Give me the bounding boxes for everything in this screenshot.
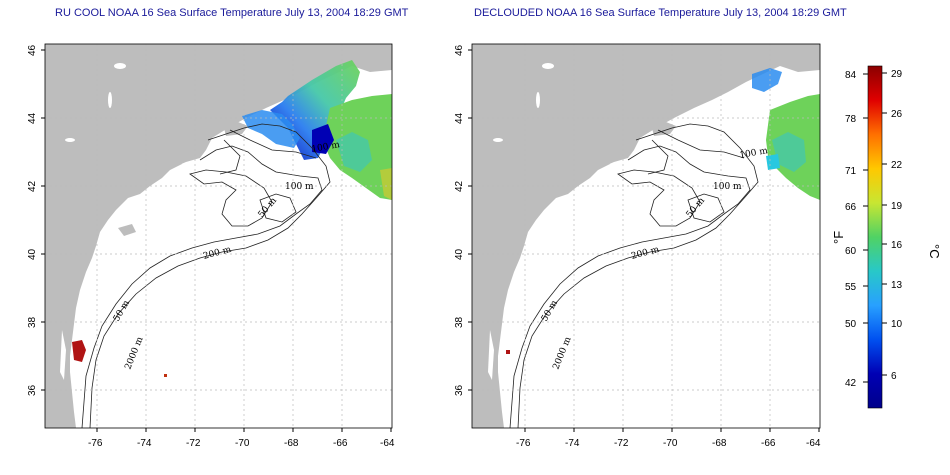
- f-tick: 42: [845, 378, 857, 389]
- f-tick: 84: [845, 70, 857, 81]
- lon-tick: -66: [761, 438, 776, 449]
- celsius-ticks: 29 26 22 19 16 13 10 6: [882, 69, 903, 382]
- fahrenheit-label: °F: [831, 231, 846, 244]
- lon-tick: -76: [516, 438, 531, 449]
- f-tick: 60: [845, 246, 857, 257]
- lon-tick: -68: [712, 438, 727, 449]
- lat-tick: 44: [27, 112, 38, 124]
- lat-tick: 44: [454, 112, 465, 124]
- contour-label-100m-b: 100 m: [311, 140, 341, 155]
- lat-tick: 40: [27, 248, 38, 260]
- grid-lines: [45, 44, 392, 428]
- lon-tick: -74: [137, 438, 152, 449]
- colorbar: 84 78 71 66 60 55 50 42 29 26 22 19 16 1…: [831, 65, 942, 409]
- f-tick: 50: [845, 319, 857, 330]
- c-tick: 13: [891, 280, 903, 291]
- lat-tick: 38: [27, 316, 38, 328]
- lon-tick: -66: [333, 438, 348, 449]
- lat-tick: 36: [27, 384, 38, 396]
- lon-axis-right: -76 -74 -72 -70 -68 -66 -64: [516, 428, 821, 449]
- panel-title-left: RU COOL NOAA 16 Sea Surface Temperature …: [55, 7, 409, 19]
- c-tick: 10: [891, 319, 903, 330]
- lon-tick: -72: [186, 438, 201, 449]
- lon-tick: -68: [284, 438, 299, 449]
- contour-label-100m: 100 m: [285, 182, 314, 192]
- c-tick: 6: [891, 371, 897, 382]
- lon-axis-left: -76 -74 -72 -70 -68 -66 -64: [88, 428, 395, 449]
- lon-tick: -76: [88, 438, 103, 449]
- sst-chesapeake-patch: [72, 340, 86, 362]
- lat-tick: 40: [454, 248, 465, 260]
- land-mass: [45, 44, 392, 428]
- c-tick: 16: [891, 240, 903, 251]
- map-panel-left: 100 m 50 m 200 m 50 m 2000 m 100 m -76 -…: [27, 43, 395, 449]
- lon-tick: -70: [663, 438, 678, 449]
- lat-axis-right: 36 38 40 42 44 46: [454, 44, 472, 396]
- c-tick: 26: [891, 109, 903, 120]
- f-tick: 55: [845, 282, 857, 293]
- lat-tick: 42: [27, 180, 38, 192]
- f-tick: 71: [845, 166, 857, 177]
- lat-tick: 38: [454, 316, 465, 328]
- contour-label-100m-b: 100 m: [739, 146, 769, 161]
- lat-tick: 42: [454, 180, 465, 192]
- c-tick: 29: [891, 69, 903, 80]
- lon-tick: -64: [806, 438, 821, 449]
- f-tick: 78: [845, 114, 857, 125]
- lon-tick: -70: [235, 438, 250, 449]
- lon-tick: -72: [614, 438, 629, 449]
- fahrenheit-ticks: 84 78 71 66 60 55 50 42: [845, 70, 868, 389]
- bathymetry-contours: [81, 123, 331, 428]
- c-tick: 19: [891, 201, 903, 212]
- lon-tick: -74: [565, 438, 580, 449]
- lon-tick: -64: [380, 438, 395, 449]
- panel-title-right: DECLOUDED NOAA 16 Sea Surface Temperatur…: [474, 7, 847, 19]
- contour-label-100m: 100 m: [713, 182, 742, 192]
- lat-tick: 36: [454, 384, 465, 396]
- lat-axis-left: 36 38 40 42 44 46: [27, 44, 45, 396]
- lat-tick: 46: [27, 44, 38, 56]
- c-tick: 22: [891, 160, 903, 171]
- colorbar-gradient: [867, 65, 883, 409]
- f-tick: 66: [845, 202, 857, 213]
- lat-tick: 46: [454, 44, 465, 56]
- map-panel-right: 100 m 50 m 200 m 50 m 2000 m 100 m -76 -…: [454, 43, 821, 449]
- celsius-label: °C: [927, 244, 942, 259]
